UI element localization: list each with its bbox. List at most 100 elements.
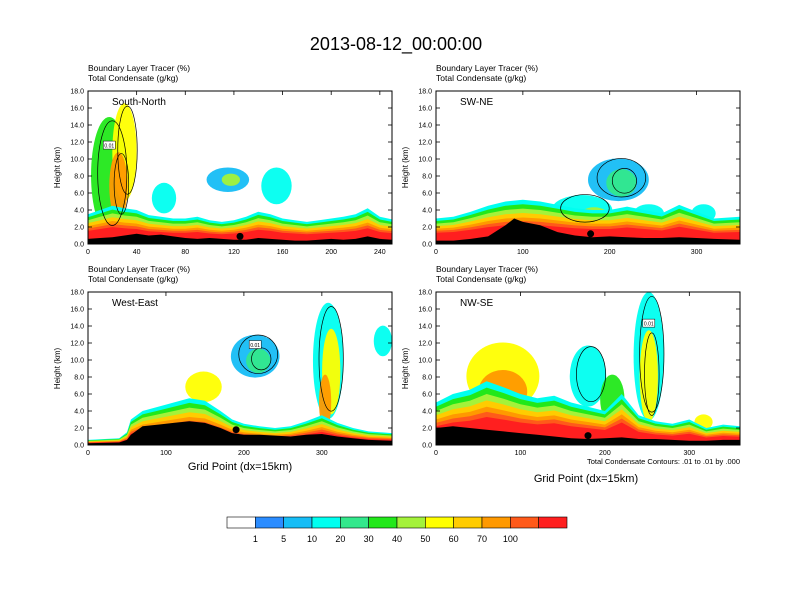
panel-sw-ne: 0.0 2.0 4.0 6.0 8.0 10.0 12.0 14.0 16.0 18.0 0 100 2… xyxy=(401,63,741,256)
colorbar-swatch xyxy=(311,516,341,529)
y-axis-label: Height (km) xyxy=(53,146,62,188)
colorbar-label: 40 xyxy=(392,534,402,544)
condensate-contour xyxy=(117,105,138,195)
cloud-shading xyxy=(221,173,241,186)
figure-title: 2013-08-12_00:00:00 xyxy=(310,34,482,55)
panel-nw-se: 0.01 0.0 2.0 4.0 6.0 8.0 10.0 12.0 14.0 16.0 18.0 0… xyxy=(401,264,741,457)
condensate-contour xyxy=(644,332,660,416)
cloud-shading xyxy=(606,169,637,197)
y-tick-label: 12.0 xyxy=(418,341,432,348)
x-tick-label: 300 xyxy=(691,249,703,256)
colorbar-swatch xyxy=(481,516,511,529)
y-tick-label: 10.0 xyxy=(70,358,84,365)
contour-label: 0.01 xyxy=(644,322,654,328)
y-tick-label: 8.0 xyxy=(422,174,432,181)
y-tick-label: 14.0 xyxy=(70,123,84,130)
plot-area xyxy=(436,158,740,244)
colorbar-swatch xyxy=(340,516,369,529)
y-tick-label: 10.0 xyxy=(418,157,432,164)
panel-title-line1: Boundary Layer Tracer (%) xyxy=(88,63,190,73)
y-tick-label: 2.0 xyxy=(422,426,432,433)
cloud-shading xyxy=(639,330,658,423)
y-tick-label: 18.0 xyxy=(70,290,84,297)
colorbar: 1 5 10 20 30 40 50 60 70 100 xyxy=(226,516,568,544)
plot-area: 0.01 xyxy=(436,292,740,445)
y-tick-label: 18.0 xyxy=(418,290,432,297)
panel-title-line2: Total Condensate (g/kg) xyxy=(436,73,526,83)
condensate-contour xyxy=(639,296,665,413)
colorbar-swatch xyxy=(255,516,284,529)
contour-label-box xyxy=(103,140,116,150)
contour-label-box xyxy=(642,318,656,328)
condensate-contour xyxy=(560,194,610,223)
y-tick-label: 4.0 xyxy=(74,409,84,416)
colorbar-swatch xyxy=(538,516,568,529)
x-tick-label: 200 xyxy=(325,249,337,256)
y-tick-label: 16.0 xyxy=(70,106,84,113)
y-tick-label: 16.0 xyxy=(418,106,432,113)
colorbar-label: 50 xyxy=(420,534,430,544)
condensate-contour xyxy=(611,168,637,194)
x-tick-label: 240 xyxy=(374,249,386,256)
cloud-shading xyxy=(151,182,177,214)
panel-south-north: 0.01 0.0 2.0 4.0 6.0 8.0 10.0 12.0 14.0 16.0 18.0 0… xyxy=(53,63,393,256)
colorbar-swatch xyxy=(226,516,256,529)
y-tick-label: 10.0 xyxy=(70,157,84,164)
y-tick-label: 6.0 xyxy=(74,191,84,198)
panel-title-line2: Total Condensate (g/kg) xyxy=(88,274,178,284)
x-tick-label: 0 xyxy=(86,450,90,457)
x-tick-label: 300 xyxy=(316,450,328,457)
plot-frame xyxy=(87,90,393,245)
y-tick-label: 16.0 xyxy=(418,307,432,314)
contour-label-box xyxy=(248,340,262,349)
y-axis-label: Height (km) xyxy=(401,347,410,389)
site-marker xyxy=(232,426,240,434)
y-tick-label: 0.0 xyxy=(74,443,84,450)
y-tick-label: 8.0 xyxy=(422,375,432,382)
cloud-shading xyxy=(569,345,607,407)
site-marker xyxy=(587,230,595,238)
panel-title-line1: Boundary Layer Tracer (%) xyxy=(436,63,538,73)
x-tick-label: 120 xyxy=(228,249,240,256)
colorbar-label: 20 xyxy=(335,534,345,544)
plot-area: 0.01 xyxy=(88,103,392,244)
colorbar-label: 60 xyxy=(449,534,459,544)
terrain xyxy=(88,421,392,445)
y-tick-label: 6.0 xyxy=(422,392,432,399)
colorbar-swatch xyxy=(283,516,313,529)
colorbar-swatch xyxy=(396,516,426,529)
terrain xyxy=(88,233,392,244)
colorbar-label: 100 xyxy=(503,534,518,544)
plot-area: 0.01 xyxy=(88,302,392,445)
x-tick-label: 40 xyxy=(133,249,141,256)
condensate-contour xyxy=(318,306,344,412)
y-tick-label: 14.0 xyxy=(418,324,432,331)
x-tick-label: 200 xyxy=(599,450,611,457)
contour-label: 0.01 xyxy=(250,343,260,349)
y-tick-label: 4.0 xyxy=(422,409,432,416)
y-tick-label: 4.0 xyxy=(74,208,84,215)
y-tick-label: 12.0 xyxy=(70,140,84,147)
y-tick-label: 0.0 xyxy=(74,242,84,249)
x-tick-label: 200 xyxy=(604,249,616,256)
y-tick-label: 16.0 xyxy=(70,307,84,314)
plot-frame xyxy=(435,90,741,245)
panel-title-line2: Total Condensate (g/kg) xyxy=(88,73,178,83)
y-axis-label: Height (km) xyxy=(53,347,62,389)
cloud-shading xyxy=(261,167,292,205)
x-tick-label: 100 xyxy=(160,450,172,457)
cloud-shading xyxy=(185,371,222,403)
site-marker xyxy=(236,232,244,240)
x-tick-label: 160 xyxy=(277,249,289,256)
x-tick-label: 200 xyxy=(238,450,250,457)
x-tick-label: 100 xyxy=(515,450,527,457)
y-tick-label: 8.0 xyxy=(74,174,84,181)
y-tick-label: 2.0 xyxy=(74,225,84,232)
colorbar-label: 70 xyxy=(477,534,487,544)
direction-label: NW-SE xyxy=(460,298,493,309)
y-tick-label: 14.0 xyxy=(70,324,84,331)
terrain xyxy=(436,426,740,445)
x-axis-label-right: Grid Point (dx=15km) xyxy=(534,473,638,485)
terrain xyxy=(436,218,740,244)
contour-label: 0.01 xyxy=(104,144,114,150)
